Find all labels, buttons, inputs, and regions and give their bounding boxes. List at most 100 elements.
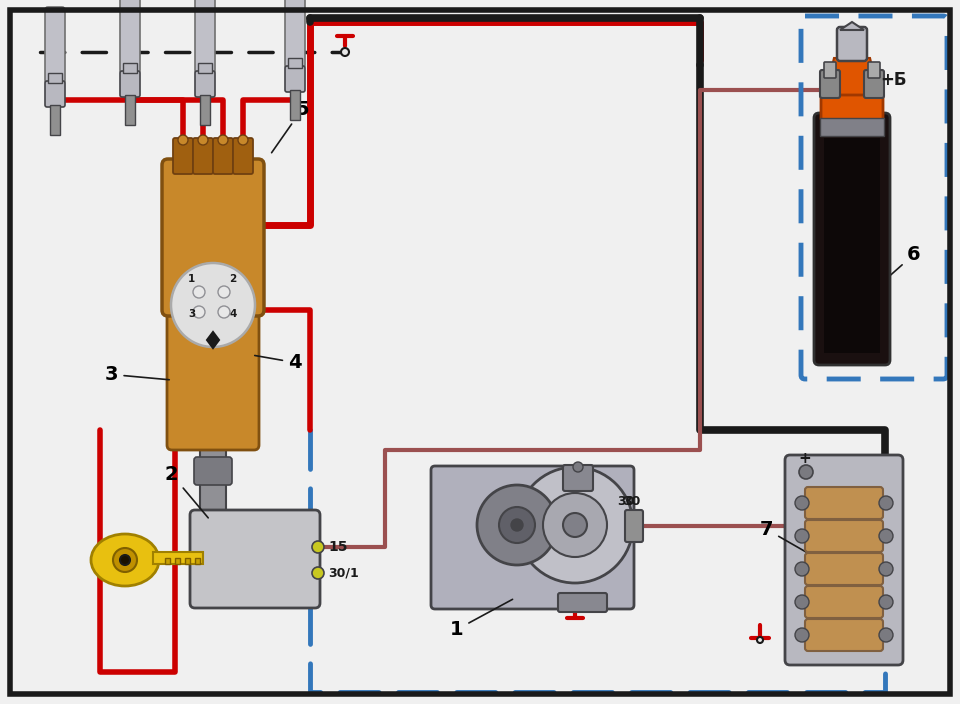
Circle shape: [198, 135, 208, 145]
Circle shape: [218, 135, 228, 145]
FancyBboxPatch shape: [45, 7, 65, 83]
Circle shape: [757, 637, 763, 643]
Text: 4: 4: [254, 353, 301, 372]
FancyBboxPatch shape: [814, 113, 890, 365]
Bar: [175, 558, 180, 564]
Bar: [125, 95, 135, 125]
Text: 1: 1: [450, 599, 513, 639]
Circle shape: [193, 306, 205, 318]
Bar: [165, 558, 170, 564]
Text: +: +: [798, 451, 811, 466]
FancyBboxPatch shape: [162, 159, 264, 316]
Ellipse shape: [91, 534, 159, 586]
Circle shape: [238, 135, 248, 145]
Text: 3: 3: [105, 365, 169, 384]
Bar: [153, 552, 203, 564]
Bar: [48, 73, 62, 83]
Bar: [198, 63, 212, 73]
FancyBboxPatch shape: [805, 619, 883, 651]
FancyBboxPatch shape: [824, 62, 836, 78]
FancyBboxPatch shape: [431, 466, 634, 609]
FancyBboxPatch shape: [200, 438, 226, 537]
Bar: [820, 118, 884, 136]
FancyBboxPatch shape: [864, 70, 884, 98]
FancyBboxPatch shape: [558, 593, 607, 612]
Circle shape: [573, 462, 583, 472]
Circle shape: [795, 529, 809, 543]
Circle shape: [120, 555, 130, 565]
FancyBboxPatch shape: [805, 586, 883, 618]
Text: 30: 30: [623, 495, 640, 508]
Circle shape: [178, 135, 188, 145]
Circle shape: [499, 507, 535, 543]
Text: 2: 2: [165, 465, 208, 518]
Circle shape: [218, 286, 230, 298]
FancyBboxPatch shape: [120, 0, 140, 73]
Bar: [288, 58, 302, 68]
FancyBboxPatch shape: [167, 300, 259, 450]
Circle shape: [795, 496, 809, 510]
Circle shape: [795, 628, 809, 642]
FancyBboxPatch shape: [195, 71, 215, 97]
FancyBboxPatch shape: [193, 138, 213, 174]
Circle shape: [517, 467, 633, 583]
Circle shape: [543, 493, 607, 557]
Circle shape: [312, 567, 324, 579]
Circle shape: [879, 529, 893, 543]
Text: 5: 5: [272, 100, 308, 153]
FancyBboxPatch shape: [625, 510, 643, 542]
FancyBboxPatch shape: [233, 138, 253, 174]
FancyBboxPatch shape: [285, 0, 305, 68]
Circle shape: [341, 48, 349, 56]
Polygon shape: [824, 58, 880, 100]
Circle shape: [879, 628, 893, 642]
Circle shape: [795, 595, 809, 609]
FancyBboxPatch shape: [785, 455, 903, 665]
FancyBboxPatch shape: [173, 138, 193, 174]
Text: 3: 3: [188, 309, 195, 319]
FancyBboxPatch shape: [194, 457, 232, 485]
FancyBboxPatch shape: [805, 487, 883, 519]
Circle shape: [193, 286, 205, 298]
Bar: [290, 90, 300, 120]
Polygon shape: [207, 332, 219, 348]
Text: 30: 30: [617, 495, 635, 508]
Text: +Б: +Б: [880, 71, 906, 89]
Text: 1: 1: [188, 274, 195, 284]
Circle shape: [477, 485, 557, 565]
FancyBboxPatch shape: [820, 70, 840, 98]
FancyBboxPatch shape: [213, 138, 233, 174]
FancyBboxPatch shape: [805, 520, 883, 552]
Circle shape: [795, 562, 809, 576]
FancyBboxPatch shape: [45, 81, 65, 107]
Polygon shape: [840, 22, 864, 30]
Bar: [824, 138, 880, 353]
FancyBboxPatch shape: [285, 66, 305, 92]
Circle shape: [879, 595, 893, 609]
Bar: [185, 558, 190, 564]
FancyBboxPatch shape: [120, 71, 140, 97]
Circle shape: [312, 541, 324, 553]
Text: 2: 2: [229, 274, 236, 284]
Circle shape: [879, 562, 893, 576]
FancyBboxPatch shape: [821, 95, 883, 121]
Bar: [200, 95, 210, 125]
FancyBboxPatch shape: [837, 27, 867, 61]
Text: 6: 6: [887, 245, 921, 278]
Text: 4: 4: [229, 309, 236, 319]
FancyBboxPatch shape: [563, 465, 593, 491]
Bar: [50, 105, 60, 135]
Circle shape: [879, 496, 893, 510]
Circle shape: [511, 519, 523, 531]
Text: 30/1: 30/1: [328, 567, 359, 580]
Circle shape: [113, 548, 137, 572]
Circle shape: [218, 306, 230, 318]
Circle shape: [563, 513, 587, 537]
FancyBboxPatch shape: [195, 0, 215, 73]
Text: 15: 15: [328, 540, 348, 554]
FancyBboxPatch shape: [868, 62, 880, 78]
Text: 7: 7: [760, 520, 818, 558]
FancyBboxPatch shape: [805, 553, 883, 585]
Circle shape: [799, 465, 813, 479]
Bar: [195, 558, 200, 564]
